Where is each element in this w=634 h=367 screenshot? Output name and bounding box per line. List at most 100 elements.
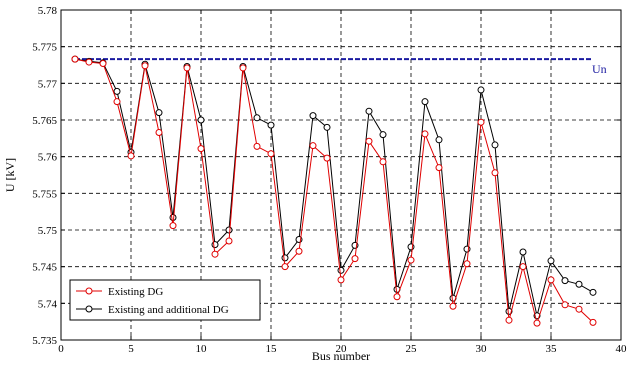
x-tick-label: 30 [476,343,488,355]
data-point [421,98,429,106]
data-point [589,318,597,326]
data-point [421,130,429,138]
y-tick-label: 5.76 [38,152,58,164]
data-point [561,301,569,309]
data-point [463,260,471,268]
data-point [491,169,499,177]
data-point [211,241,219,249]
data-point [575,280,583,288]
data-point [309,142,317,150]
legend-label: Existing DG [108,286,163,298]
data-point [323,154,331,162]
data-point [113,87,121,95]
data-point [239,64,247,72]
y-tick-label: 5.77 [38,78,58,90]
y-tick-label: 5.75 [38,225,58,237]
data-point [169,222,177,230]
data-point [323,123,331,131]
data-point [253,142,261,150]
axis-ticks: 0 5 10 15 20 25 30 35 40 5.735 5.74 5.745 5.75 5.755 5… [32,5,627,355]
y-axis-label: U [kV] [3,158,17,192]
data-point [155,109,163,117]
data-point [155,128,163,136]
data-point [491,141,499,149]
data-point [533,319,541,327]
grid [61,10,621,340]
data-point [225,226,233,234]
legend-entry: Existing and additional DG [76,304,229,316]
y-tick-label: 5.755 [32,188,57,200]
data-point [267,121,275,129]
data-point [99,60,107,68]
data-point [477,86,485,94]
data-point [295,247,303,255]
data-point [225,237,233,245]
x-axis-label: Bus number [312,349,370,363]
data-point [197,145,205,153]
data-point [477,118,485,126]
legend-label: Existing and additional DG [108,304,229,316]
x-tick-label: 40 [616,343,628,355]
data-point [253,114,261,122]
x-tick-label: 0 [58,343,64,355]
data-point [71,55,79,63]
data-point [211,250,219,258]
data-point [575,305,583,313]
data-point [85,58,93,66]
data-point [169,214,177,222]
x-tick-label: 5 [128,343,134,355]
data-point [281,263,289,271]
y-tick-label: 5.78 [38,5,58,17]
data-point [407,256,415,264]
data-point [281,254,289,262]
series-0 [71,55,597,327]
data-point [519,248,527,256]
data-point [547,257,555,265]
x-tick-label: 25 [406,343,418,355]
data-point [267,150,275,158]
data-point [547,276,555,284]
y-tick-label: 5.775 [32,42,57,54]
x-tick-label: 10 [196,343,208,355]
data-point [379,158,387,166]
data-point [505,316,513,324]
data-point [309,112,317,120]
data-point [337,276,345,284]
series-1 [71,55,597,320]
data-point [337,266,345,274]
data-point [379,131,387,139]
legend-entry: Existing DG [76,286,163,298]
data-point [589,288,597,296]
series-group [71,55,597,327]
x-tick-label: 15 [266,343,278,355]
series-line [74,58,594,316]
data-point [183,64,191,72]
legend-marker [85,305,93,313]
data-point [351,255,359,263]
data-point [435,136,443,144]
legend-marker [85,287,93,295]
legend-box [69,279,261,321]
y-tick-label: 5.735 [32,335,57,347]
data-point [365,137,373,145]
y-tick-label: 5.765 [32,115,57,127]
data-point [561,277,569,285]
data-point [141,62,149,70]
legend-entries: Existing DG Existing and additional DG [76,286,229,316]
data-point [435,164,443,172]
data-point [449,302,457,310]
nominal-voltage-label: Un [592,62,607,76]
x-tick-label: 35 [546,343,558,355]
x-tick-label: 20 [336,343,348,355]
y-tick-label: 5.745 [32,262,57,274]
data-point [393,293,401,301]
data-point [519,263,527,271]
data-point [365,107,373,115]
y-tick-label: 5.74 [38,298,58,310]
data-point [127,152,135,160]
data-point [113,98,121,106]
data-point [197,116,205,124]
series-line [74,58,594,325]
legend: Existing DG Existing and additional DG [69,279,261,321]
